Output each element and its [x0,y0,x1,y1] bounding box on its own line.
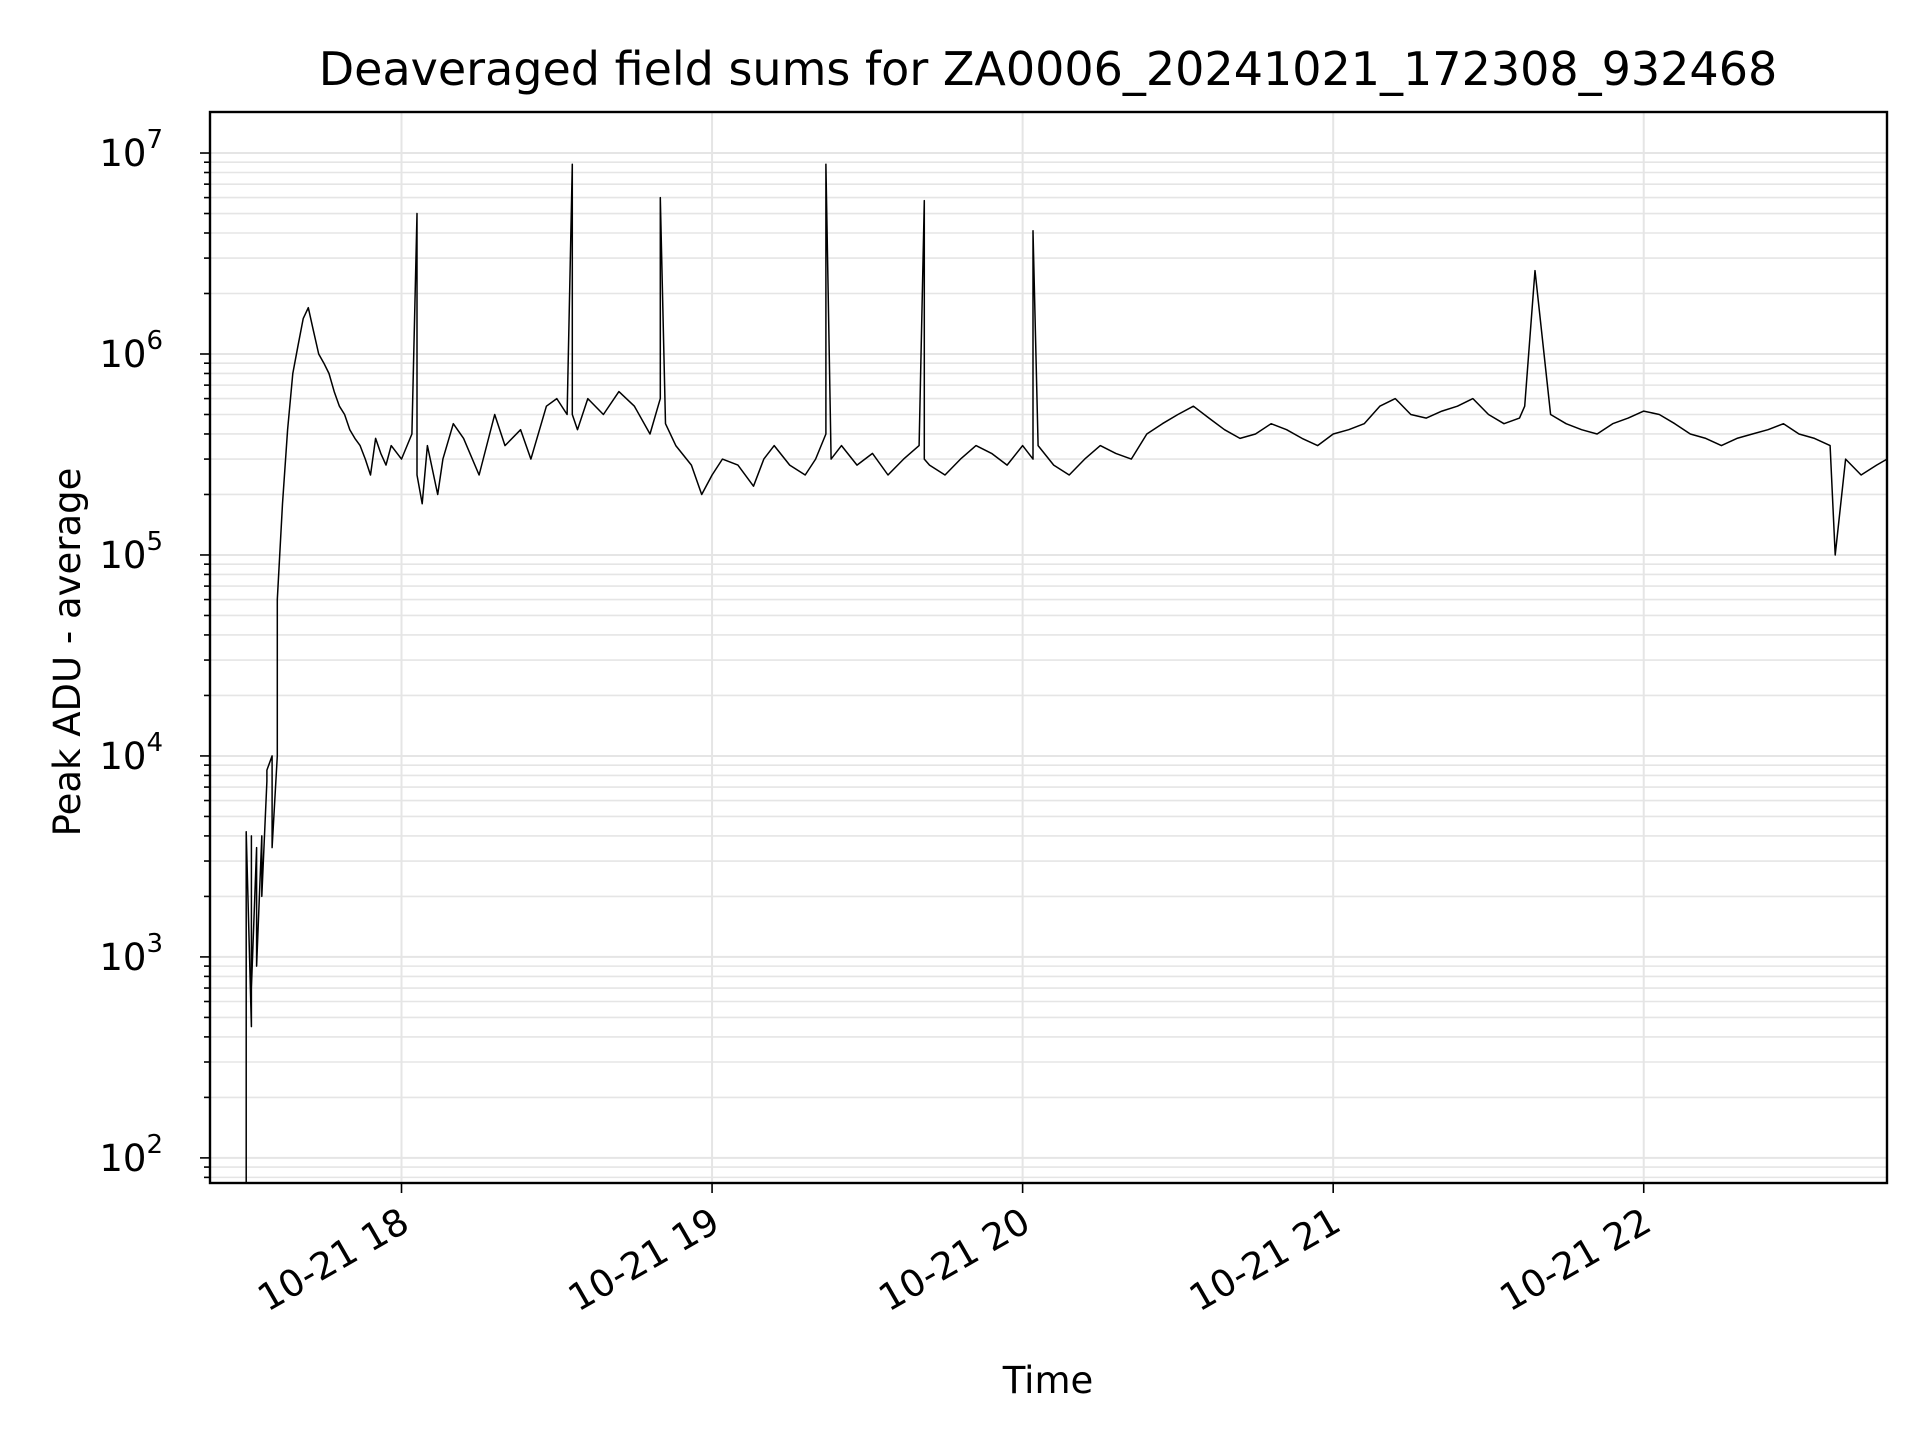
y-tick-base: 10 [99,936,146,979]
y-axis-label: Peak ADU - average [46,468,89,837]
y-tick-label: 105 [99,527,163,577]
grid-lines [210,112,1887,1183]
y-tick-exponent: 3 [146,929,163,959]
y-tick-exponent: 4 [146,728,163,758]
y-tick-label: 106 [99,326,163,376]
y-tick-label: 102 [99,1130,163,1180]
y-tick-base: 10 [99,333,146,376]
y-tick-exponent: 2 [146,1130,163,1160]
y-tick-exponent: 6 [146,326,163,356]
plot-frame [208,110,1889,1185]
y-tick-label: 103 [99,929,163,979]
y-tick-base: 10 [99,735,146,778]
series-line [245,163,1888,1183]
y-tick-exponent: 7 [146,125,163,155]
y-tick-label: 107 [99,125,163,175]
x-axis-label: Time [1002,1359,1094,1402]
y-tick-base: 10 [99,1137,146,1180]
y-tick-base: 10 [99,132,146,175]
y-tick-base: 10 [99,534,146,577]
y-tick-label: 104 [99,728,163,778]
series-layer [245,163,1888,1183]
chart-title: Deaveraged field sums for ZA0006_2024102… [319,42,1778,96]
y-tick-exponent: 5 [146,527,163,557]
